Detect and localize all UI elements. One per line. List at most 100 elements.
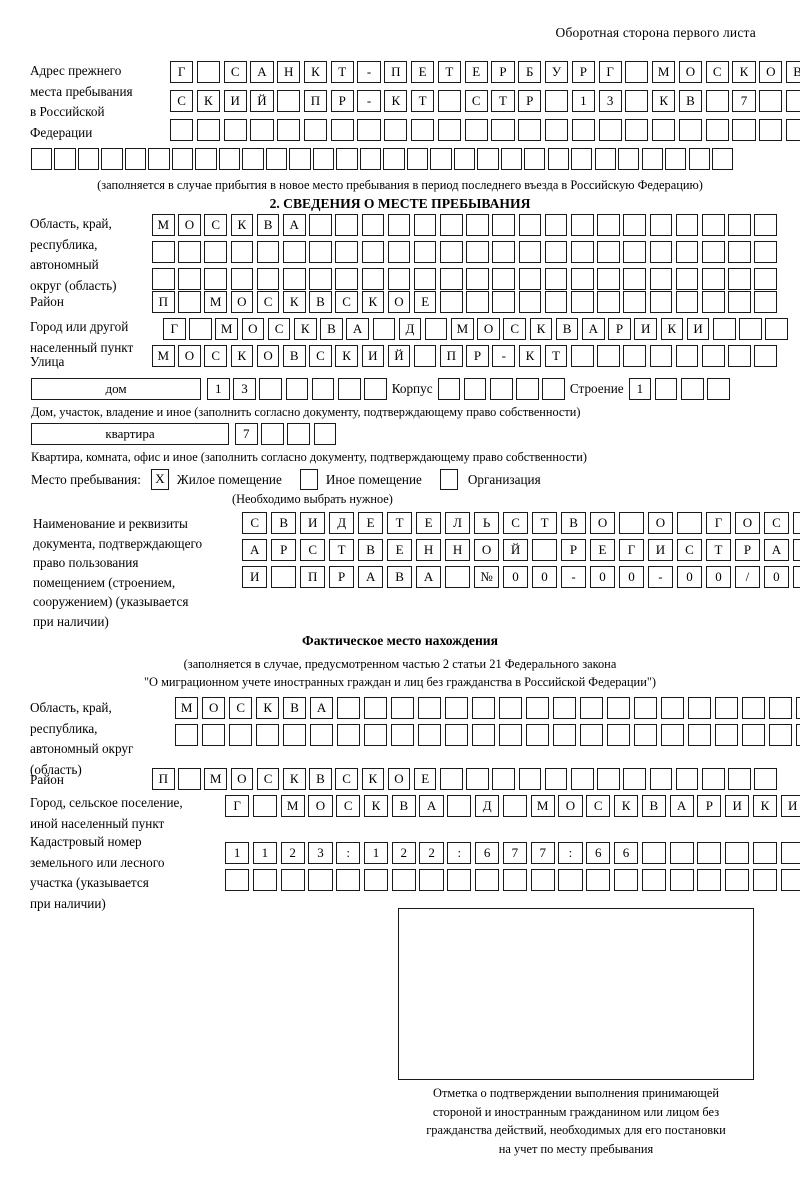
comb-cell[interactable] — [390, 697, 415, 719]
comb-cell[interactable] — [623, 345, 646, 367]
comb-cell[interactable] — [544, 291, 568, 313]
comb-cell[interactable] — [705, 90, 729, 112]
comb-cell[interactable] — [701, 241, 725, 263]
comb-cell[interactable] — [687, 697, 712, 719]
comb-cell[interactable]: В — [785, 61, 800, 83]
comb-cell[interactable] — [466, 241, 489, 263]
comb-cell[interactable]: М — [204, 291, 227, 313]
comb-cell[interactable]: Р — [734, 539, 761, 561]
comb-cell[interactable] — [701, 268, 725, 290]
comb-cell[interactable]: С — [228, 697, 253, 719]
comb-cell[interactable] — [641, 869, 666, 891]
comb-cell[interactable] — [336, 697, 361, 719]
comb-cell[interactable]: А — [357, 566, 384, 588]
comb-cell[interactable]: : — [447, 842, 472, 864]
comb-cell[interactable] — [660, 724, 685, 746]
comb-cell[interactable] — [542, 378, 565, 400]
comb-cell[interactable] — [759, 90, 783, 112]
comb-cell[interactable]: 2 — [391, 842, 416, 864]
comb-cell[interactable] — [309, 724, 334, 746]
comb-cell[interactable] — [714, 724, 739, 746]
comb-cell[interactable]: Р — [328, 566, 355, 588]
comb-cell[interactable] — [502, 795, 527, 817]
comb-cell[interactable]: Т — [386, 512, 413, 534]
comb-cell[interactable] — [687, 724, 712, 746]
comb-cell[interactable] — [544, 119, 569, 141]
comb-cell[interactable] — [201, 724, 226, 746]
comb-cell[interactable] — [571, 291, 594, 313]
cadastral-row-2[interactable] — [225, 869, 800, 891]
comb-cell[interactable] — [669, 869, 694, 891]
comb-cell[interactable]: К — [255, 697, 280, 719]
checkbox-organization[interactable] — [439, 469, 458, 490]
comb-cell[interactable] — [649, 291, 673, 313]
comb-cell[interactable] — [741, 724, 766, 746]
comb-cell[interactable]: А — [309, 697, 334, 719]
comb-cell[interactable] — [649, 241, 673, 263]
comb-cell[interactable] — [384, 119, 408, 141]
comb-cell[interactable]: О — [178, 214, 201, 236]
comb-cell[interactable] — [678, 119, 703, 141]
comb-cell[interactable]: Н — [444, 539, 471, 561]
comb-cell[interactable] — [492, 268, 516, 290]
comb-cell[interactable]: К — [384, 90, 408, 112]
comb-cell[interactable]: 1 — [225, 842, 250, 864]
comb-cell[interactable]: 0 — [618, 566, 645, 588]
comb-cell[interactable]: 7 — [530, 842, 555, 864]
comb-cell[interactable] — [489, 378, 513, 400]
comb-cell[interactable]: П — [152, 768, 175, 790]
comb-cell[interactable]: С — [763, 512, 790, 534]
comb-cell[interactable]: 0 — [792, 566, 800, 588]
comb-cell[interactable] — [623, 268, 646, 290]
comb-cell[interactable]: С — [204, 214, 227, 236]
comb-cell[interactable] — [417, 697, 442, 719]
comb-cell[interactable] — [707, 378, 730, 400]
comb-cell[interactable]: 6 — [586, 842, 611, 864]
comb-cell[interactable] — [518, 768, 542, 790]
comb-cell[interactable]: М — [175, 697, 199, 719]
comb-cell[interactable] — [464, 119, 488, 141]
comb-cell[interactable]: П — [299, 566, 326, 588]
comb-cell[interactable] — [336, 869, 361, 891]
comb-cell[interactable]: У — [792, 512, 800, 534]
comb-cell[interactable]: С — [705, 61, 729, 83]
comb-cell[interactable] — [660, 697, 685, 719]
stroenie-cells[interactable]: 1 — [628, 378, 730, 400]
comb-cell[interactable]: К — [752, 795, 778, 817]
comb-cell[interactable] — [466, 214, 489, 236]
comb-cell[interactable]: С — [204, 345, 227, 367]
comb-cell[interactable]: Г — [598, 61, 622, 83]
comb-cell[interactable] — [387, 214, 411, 236]
comb-cell[interactable] — [437, 90, 461, 112]
comb-cell[interactable]: Б — [518, 61, 542, 83]
comb-cell[interactable] — [606, 724, 631, 746]
comb-cell[interactable]: С — [502, 512, 529, 534]
comb-cell[interactable]: № — [473, 566, 500, 588]
comb-cell[interactable] — [623, 241, 646, 263]
comb-cell[interactable]: 1 — [628, 378, 652, 400]
comb-cell[interactable] — [518, 119, 542, 141]
comb-cell[interactable] — [552, 697, 577, 719]
comb-cell[interactable] — [675, 291, 699, 313]
comb-cell[interactable] — [256, 268, 280, 290]
comb-cell[interactable] — [196, 61, 220, 83]
comb-cell[interactable] — [152, 241, 175, 263]
comb-cell[interactable] — [544, 268, 568, 290]
comb-cell[interactable] — [363, 724, 388, 746]
comb-cell[interactable] — [359, 148, 382, 170]
comb-cell[interactable] — [309, 214, 332, 236]
comb-cell[interactable] — [453, 148, 476, 170]
document-row-2[interactable]: АРСТВЕННОЙРЕГИСТРАЦИ — [242, 539, 800, 561]
comb-cell[interactable] — [440, 241, 463, 263]
comb-cell[interactable] — [413, 268, 437, 290]
comb-cell[interactable]: Р — [697, 795, 722, 817]
comb-cell[interactable]: В — [641, 795, 666, 817]
comb-cell[interactable] — [447, 869, 472, 891]
region-row-2[interactable] — [152, 241, 777, 263]
comb-cell[interactable] — [697, 869, 722, 891]
comb-cell[interactable] — [285, 378, 309, 400]
comb-cell[interactable]: 0 — [589, 566, 616, 588]
comb-cell[interactable] — [230, 241, 254, 263]
